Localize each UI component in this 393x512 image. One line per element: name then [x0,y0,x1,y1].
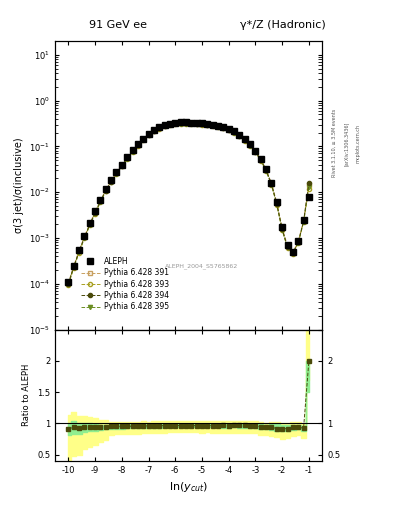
Text: ALEPH_2004_S5765862: ALEPH_2004_S5765862 [165,263,239,269]
Text: 91 GeV ee: 91 GeV ee [89,20,147,30]
Y-axis label: σ(3 jet)/σ(inclusive): σ(3 jet)/σ(inclusive) [13,137,24,233]
Y-axis label: Ratio to ALEPH: Ratio to ALEPH [22,364,31,426]
Text: mcplots.cern.ch: mcplots.cern.ch [356,124,361,163]
Text: [arXiv:1306.3436]: [arXiv:1306.3436] [344,121,349,165]
Text: γ*/Z (Hadronic): γ*/Z (Hadronic) [240,20,326,30]
Legend: ALEPH, Pythia 6.428 391, Pythia 6.428 393, Pythia 6.428 394, Pythia 6.428 395: ALEPH, Pythia 6.428 391, Pythia 6.428 39… [77,254,172,314]
Text: Rivet 3.1.10, ≥ 3.5M events: Rivet 3.1.10, ≥ 3.5M events [332,109,337,178]
X-axis label: $\ln(y_{cut})$: $\ln(y_{cut})$ [169,480,208,494]
